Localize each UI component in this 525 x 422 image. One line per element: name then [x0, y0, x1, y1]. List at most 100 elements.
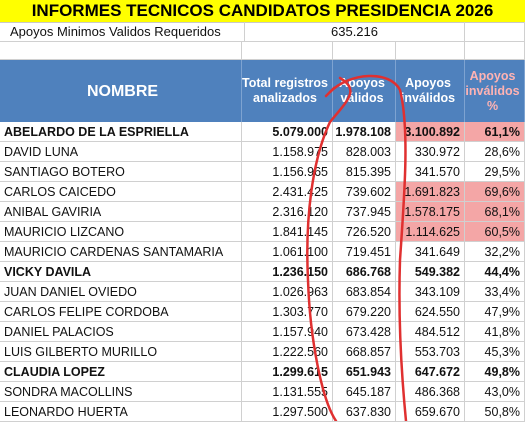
cell-nombre[interactable]: DAVID LUNA [0, 142, 242, 162]
header-total[interactable]: Total registros analizados [242, 60, 333, 122]
cell-validos[interactable]: 686.768 [333, 262, 396, 282]
cell-total[interactable]: 5.079.000 [242, 122, 333, 142]
cell-pct[interactable]: 69,6% [465, 182, 525, 202]
cell-pct[interactable]: 68,1% [465, 202, 525, 222]
table-row: DAVID LUNA 1.158.975 828.003 330.972 28,6% [0, 142, 525, 162]
cell-pct[interactable]: 41,8% [465, 322, 525, 342]
cell-total[interactable]: 2.431.425 [242, 182, 333, 202]
cell-validos[interactable]: 828.003 [333, 142, 396, 162]
cell-invalidos[interactable]: 3.100.892 [396, 122, 465, 142]
cell-pct[interactable]: 33,4% [465, 282, 525, 302]
cell-total[interactable]: 1.222.560 [242, 342, 333, 362]
header-validos[interactable]: Apoyos válidos [333, 60, 396, 122]
cell-invalidos[interactable]: 341.649 [396, 242, 465, 262]
minimum-supports-row: Apoyos Minimos Validos Requeridos 635.21… [0, 22, 525, 42]
empty-cell[interactable] [242, 42, 333, 60]
cell-invalidos[interactable]: 484.512 [396, 322, 465, 342]
table-row: SONDRA MACOLLINS 1.131.555 645.187 486.368 4… [0, 382, 525, 402]
cell-validos[interactable]: 815.395 [333, 162, 396, 182]
cell-pct[interactable]: 32,2% [465, 242, 525, 262]
table-row: CLAUDIA LOPEZ 1.299.615 651.943 647.672 49,8… [0, 362, 525, 382]
cell-validos[interactable]: 683.854 [333, 282, 396, 302]
cell-nombre[interactable]: SANTIAGO BOTERO [0, 162, 242, 182]
cell-total[interactable]: 1.299.615 [242, 362, 333, 382]
cell-pct[interactable]: 47,9% [465, 302, 525, 322]
cell-nombre[interactable]: VICKY DAVILA [0, 262, 242, 282]
cell-pct[interactable]: 28,6% [465, 142, 525, 162]
cell-nombre[interactable]: ANIBAL GAVIRIA [0, 202, 242, 222]
cell-total[interactable]: 1.061.100 [242, 242, 333, 262]
empty-cell[interactable] [465, 42, 525, 60]
minimum-supports-label[interactable]: Apoyos Minimos Validos Requeridos [0, 22, 245, 42]
cell-validos[interactable]: 1.978.108 [333, 122, 396, 142]
empty-cell[interactable] [333, 42, 396, 60]
cell-validos[interactable]: 719.451 [333, 242, 396, 262]
cell-invalidos[interactable]: 659.670 [396, 402, 465, 422]
cell-validos[interactable]: 668.857 [333, 342, 396, 362]
cell-validos[interactable]: 739.602 [333, 182, 396, 202]
cell-invalidos[interactable]: 553.703 [396, 342, 465, 362]
cell-validos[interactable]: 737.945 [333, 202, 396, 222]
empty-cell[interactable] [465, 22, 525, 42]
cell-nombre[interactable]: SONDRA MACOLLINS [0, 382, 242, 402]
header-invalidos[interactable]: Apoyos inválidos [396, 60, 465, 122]
cell-nombre[interactable]: LUIS GILBERTO MURILLO [0, 342, 242, 362]
cell-nombre[interactable]: CLAUDIA LOPEZ [0, 362, 242, 382]
cell-pct[interactable]: 60,5% [465, 222, 525, 242]
table-row: MAURICIO LIZCANO 1.841.145 726.520 1.114.62… [0, 222, 525, 242]
cell-pct[interactable]: 49,8% [465, 362, 525, 382]
cell-total[interactable]: 2.316.120 [242, 202, 333, 222]
cell-invalidos[interactable]: 647.672 [396, 362, 465, 382]
header-nombre[interactable]: NOMBRE [0, 60, 242, 122]
empty-cell[interactable] [0, 42, 242, 60]
cell-pct[interactable]: 44,4% [465, 262, 525, 282]
cell-pct[interactable]: 43,0% [465, 382, 525, 402]
cell-nombre[interactable]: MAURICIO CARDENAS SANTAMARIA [0, 242, 242, 262]
cell-total[interactable]: 1.303.770 [242, 302, 333, 322]
cell-total[interactable]: 1.026.963 [242, 282, 333, 302]
table-row: ANIBAL GAVIRIA 2.316.120 737.945 1.578.175 6… [0, 202, 525, 222]
cell-nombre[interactable]: ABELARDO DE LA ESPRIELLA [0, 122, 242, 142]
cell-validos[interactable]: 645.187 [333, 382, 396, 402]
cell-validos[interactable]: 726.520 [333, 222, 396, 242]
header-pct[interactable]: Apoyos inválidos % [465, 60, 525, 122]
cell-invalidos[interactable]: 1.578.175 [396, 202, 465, 222]
cell-total[interactable]: 1.297.500 [242, 402, 333, 422]
cell-nombre[interactable]: DANIEL PALACIOS [0, 322, 242, 342]
cell-invalidos[interactable]: 486.368 [396, 382, 465, 402]
table-row: SANTIAGO BOTERO 1.156.965 815.395 341.570 29… [0, 162, 525, 182]
cell-validos[interactable]: 637.830 [333, 402, 396, 422]
cell-total[interactable]: 1.236.150 [242, 262, 333, 282]
cell-pct[interactable]: 45,3% [465, 342, 525, 362]
cell-total[interactable]: 1.131.555 [242, 382, 333, 402]
cell-invalidos[interactable]: 624.550 [396, 302, 465, 322]
cell-invalidos[interactable]: 330.972 [396, 142, 465, 162]
cell-total[interactable]: 1.841.145 [242, 222, 333, 242]
table-row: CARLOS FELIPE CORDOBA 1.303.770 679.220 624… [0, 302, 525, 322]
cell-invalidos[interactable]: 1.691.823 [396, 182, 465, 202]
minimum-supports-value[interactable]: 635.216 [245, 22, 465, 42]
table-row: LUIS GILBERTO MURILLO 1.222.560 668.857 553… [0, 342, 525, 362]
empty-cell[interactable] [396, 42, 465, 60]
cell-total[interactable]: 1.158.975 [242, 142, 333, 162]
cell-pct[interactable]: 29,5% [465, 162, 525, 182]
cell-total[interactable]: 1.157.940 [242, 322, 333, 342]
cell-pct[interactable]: 61,1% [465, 122, 525, 142]
cell-invalidos[interactable]: 343.109 [396, 282, 465, 302]
cell-validos[interactable]: 679.220 [333, 302, 396, 322]
cell-pct[interactable]: 50,8% [465, 402, 525, 422]
spacer-row [0, 42, 525, 60]
cell-nombre[interactable]: JUAN DANIEL OVIEDO [0, 282, 242, 302]
cell-nombre[interactable]: MAURICIO LIZCANO [0, 222, 242, 242]
cell-invalidos[interactable]: 341.570 [396, 162, 465, 182]
cell-invalidos[interactable]: 549.382 [396, 262, 465, 282]
cell-nombre[interactable]: CARLOS CAICEDO [0, 182, 242, 202]
cell-total[interactable]: 1.156.965 [242, 162, 333, 182]
cell-nombre[interactable]: CARLOS FELIPE CORDOBA [0, 302, 242, 322]
cell-validos[interactable]: 673.428 [333, 322, 396, 342]
cell-validos[interactable]: 651.943 [333, 362, 396, 382]
cell-nombre[interactable]: LEONARDO HUERTA [0, 402, 242, 422]
table-row: VICKY DAVILA 1.236.150 686.768 549.382 44,4% [0, 262, 525, 282]
cell-invalidos[interactable]: 1.114.625 [396, 222, 465, 242]
